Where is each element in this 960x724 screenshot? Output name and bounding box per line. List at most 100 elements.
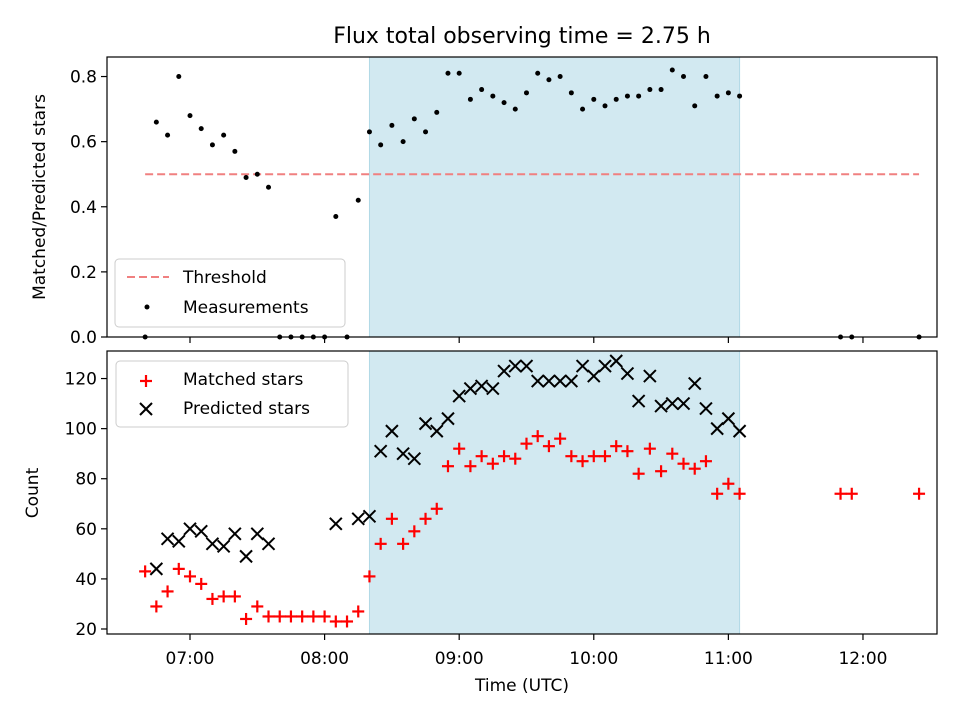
measurement-point [703, 74, 709, 80]
matched-star-point [722, 477, 735, 490]
top-y-tick-label: 0.8 [70, 68, 97, 88]
legend-measurements-swatch [144, 304, 150, 310]
matched-star-point [655, 465, 668, 478]
top-y-tick-label: 0.6 [70, 133, 97, 153]
legend-matched-swatch [140, 375, 152, 387]
bottom-y-tick-label: 40 [75, 570, 97, 590]
measurement-point [389, 122, 395, 128]
predicted-star-point [160, 532, 175, 546]
chart-title: Flux total observing time = 2.75 h [333, 24, 711, 49]
matched-star-point [666, 447, 679, 460]
predicted-star-point [261, 537, 276, 551]
predicted-star-point [575, 359, 590, 373]
matched-star-point [610, 440, 623, 453]
predicted-star-point [497, 364, 511, 378]
matched-star-point [341, 615, 354, 628]
x-tick-label: 08:00 [300, 649, 349, 669]
legend-matched-label: Matched stars [183, 370, 303, 390]
bottom-y-axis: 20 40 60 80 100 120 [65, 370, 107, 640]
matched-star-point [251, 600, 264, 613]
measurement-point [445, 70, 451, 76]
top-y-tick-label: 0.2 [70, 263, 97, 283]
matched-star-point [587, 450, 600, 463]
bottom-plot-frame [106, 350, 938, 635]
predicted-star-point [609, 354, 623, 368]
matched-star-point [329, 615, 342, 628]
matched-star-point [307, 610, 320, 623]
matched-star-point [430, 502, 443, 515]
predicted-star-point [688, 376, 702, 391]
bottom-y-tick-label: 80 [75, 470, 97, 490]
matched-star-point [419, 512, 432, 525]
predicted-star-point [250, 527, 265, 541]
matched-star-point [262, 610, 275, 623]
matched-star-point [397, 537, 410, 550]
predicted-star-point [732, 424, 747, 438]
bottom-y-tick-label: 100 [65, 420, 97, 440]
top-legend: Threshold Measurements [114, 258, 346, 328]
predicted-star-point [430, 424, 444, 438]
matched-star-point [296, 610, 309, 623]
matched-star-point [184, 570, 196, 583]
measurement-point [467, 96, 473, 102]
x-tick-label: 09:00 [435, 649, 484, 669]
predicted-star-point [194, 524, 208, 539]
predicted-star-point [373, 444, 388, 458]
matched-star-point [913, 487, 926, 500]
matched-star-point [486, 457, 499, 470]
legend-predicted-label: Predicted stars [183, 399, 310, 419]
matched-star-point [542, 440, 555, 453]
matched-star-point [699, 455, 712, 468]
measurement-point [546, 77, 552, 83]
top-panel: 0.00.20.40.60.8 Matched/Predicted stars … [30, 56, 938, 348]
legend-measurements-label: Measurements [183, 298, 309, 318]
measurement-point [153, 119, 159, 125]
measurement-point [423, 129, 429, 135]
predicted-star-point [183, 522, 197, 536]
top-y-axis: 0.0 0.2 0.4 0.6 0.8 [70, 68, 107, 348]
x-tick-label: 10:00 [569, 649, 618, 669]
matched-star-point [576, 455, 589, 468]
matched-stars-series [139, 430, 926, 628]
matched-star-point [677, 457, 690, 470]
predicted-star-point [149, 562, 164, 576]
matched-star-point [374, 537, 387, 550]
measurement-point [591, 96, 597, 102]
measurement-point [198, 126, 204, 132]
predicted-stars-series [149, 354, 747, 576]
measurement-point [456, 70, 462, 76]
measurement-point [624, 93, 630, 99]
predicted-star-point [598, 359, 612, 373]
predicted-star-point [721, 411, 736, 426]
predicted-star-point [407, 451, 422, 466]
predicted-star-point [654, 399, 668, 413]
matched-star-point [228, 590, 241, 603]
measurement-point [333, 214, 339, 220]
matched-star-point [161, 585, 174, 598]
predicted-star-point [699, 401, 713, 416]
top-legend-frame [114, 258, 346, 328]
predicted-star-point [396, 446, 410, 461]
legend-predicted-swatch [139, 402, 153, 416]
measurement-point [568, 90, 574, 96]
measurement-point [681, 74, 687, 80]
measurement-point [434, 109, 440, 115]
bottom-y-tick-label: 20 [75, 620, 97, 640]
predicted-star-point [351, 512, 365, 526]
predicted-star-point [463, 381, 478, 396]
predicted-star-point [643, 369, 657, 383]
matched-star-point [688, 462, 701, 475]
measurement-point [243, 174, 249, 180]
matched-star-point [711, 487, 724, 500]
matched-star-point [139, 565, 152, 578]
predicted-star-point [710, 421, 724, 436]
measurement-point [669, 67, 675, 73]
measurement-point [647, 87, 653, 93]
predicted-star-point [239, 549, 253, 564]
matched-star-point [834, 487, 847, 500]
predicted-star-point [519, 359, 534, 373]
measurement-point [355, 197, 361, 203]
matched-star-point [498, 450, 511, 463]
matched-star-point [554, 432, 567, 445]
bottom-panel: 20 40 60 80 100 120 07:00 08:00 09:00 10:00 11:00… [23, 350, 938, 696]
